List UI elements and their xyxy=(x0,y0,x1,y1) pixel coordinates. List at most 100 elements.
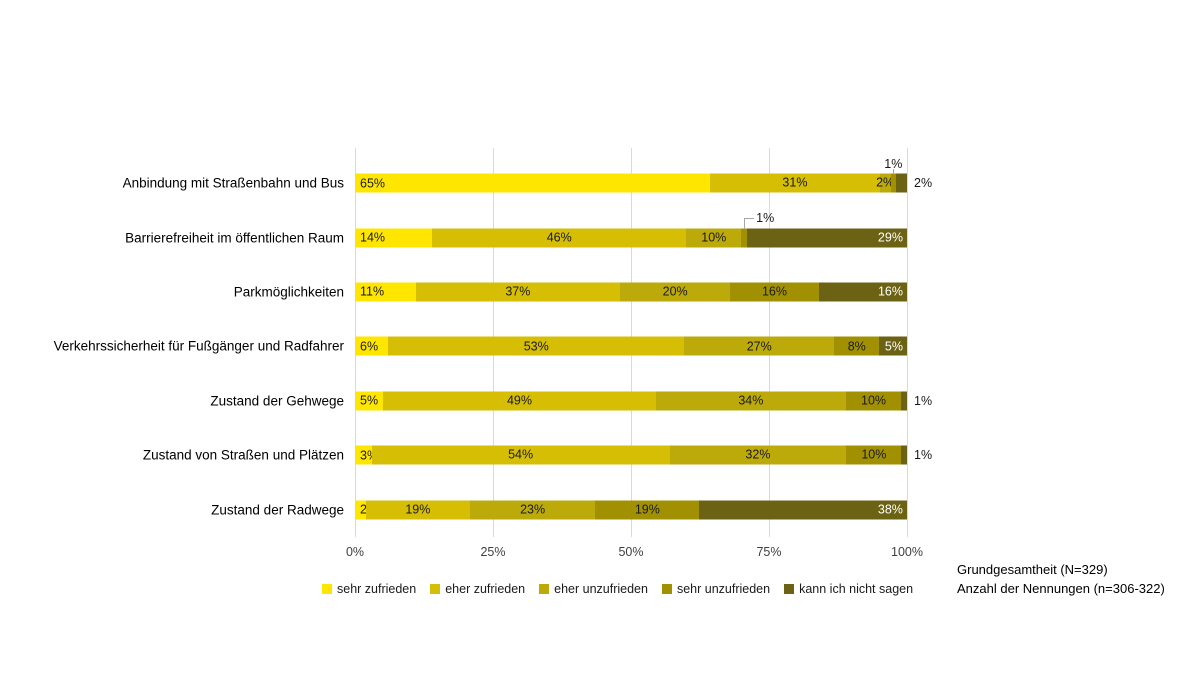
bar-segment: 53% xyxy=(388,336,684,356)
bar-segment: 49% xyxy=(382,391,657,411)
chart-row: Zustand von Straßen und Plätzen 3% 54% 32% 1… xyxy=(143,428,932,482)
callout-line xyxy=(744,218,755,230)
bar-segment: 8% xyxy=(834,336,880,356)
bar-segment: 16% xyxy=(818,282,907,302)
bar-segment: 5% xyxy=(879,336,907,356)
value-label: 16% xyxy=(761,284,788,299)
value-label: 23% xyxy=(520,502,546,517)
bar-segment: 38% xyxy=(699,500,907,520)
bar-segment: 2% xyxy=(355,500,378,520)
stacked-bar: 6% 53% 27% 8% 5% xyxy=(355,336,907,356)
stacked-bar: 14% 46% 10% 29% xyxy=(355,228,907,248)
bar-segment xyxy=(901,391,907,411)
plot-area: Anbindung mit Straßenbahn und Bus 65% 31% 2… xyxy=(54,148,932,537)
legend-label: sehr unzufrieden xyxy=(676,582,771,596)
stacked-bar: 2% 19% 23% 19% 38% xyxy=(355,500,907,520)
bar-segment: 34% xyxy=(656,391,846,411)
value-label: 27% xyxy=(746,339,772,354)
value-label: 5% xyxy=(884,339,903,354)
stacked-bar: 5% 49% 34% 10% xyxy=(355,391,907,411)
bar-segment xyxy=(896,173,907,193)
bar-segment xyxy=(890,173,897,193)
bar-rows: Anbindung mit Straßenbahn und Bus 65% 31% 2… xyxy=(54,156,932,537)
stacked-bar: 3% 54% 32% 10% xyxy=(355,445,907,465)
bar-segment: 11% xyxy=(355,282,416,302)
value-label: 20% xyxy=(662,284,688,299)
legend-swatch xyxy=(539,584,550,594)
bar-segment: 10% xyxy=(686,228,742,248)
footnote-line-1: Grundgesamtheit (N=329) xyxy=(957,562,1108,577)
value-label: 10% xyxy=(861,393,887,408)
legend-swatch xyxy=(322,584,332,594)
legend-swatch xyxy=(784,584,795,594)
axis-tick-label: 50% xyxy=(618,545,644,559)
chart-row: Zustand der Gehwege 5% 49% 34% 10% 1% xyxy=(210,374,932,428)
bar-segment: 19% xyxy=(595,500,700,520)
axis-tick-label: 25% xyxy=(480,545,506,559)
category-label: Zustand der Radwege xyxy=(211,502,344,518)
value-label: 8% xyxy=(847,339,866,354)
value-label: 49% xyxy=(506,393,532,408)
bar-segment: 37% xyxy=(415,282,620,302)
bar-segment: 5% xyxy=(355,391,383,411)
legend-item: kann ich nicht sagen xyxy=(784,582,913,596)
legend-label: kann ich nicht sagen xyxy=(799,582,914,596)
stacked-bar: 11% 37% 20% 16% 16% xyxy=(355,282,907,302)
bar-segment: 19% xyxy=(365,500,470,520)
value-label: 34% xyxy=(738,393,764,408)
bar-segment: 14% xyxy=(355,228,433,248)
value-label: 19% xyxy=(634,502,660,517)
bar-segment xyxy=(901,445,907,465)
footnote: Grundgesamtheit (N=329) Anzahl der Nennu… xyxy=(957,561,1165,598)
value-label: 31% xyxy=(782,175,808,190)
value-label-callout: 1% xyxy=(756,211,775,226)
value-label-outside: 1% xyxy=(914,393,933,408)
category-label: Anbindung mit Straßenbahn und Bus xyxy=(122,175,344,191)
legend-item: eher zufrieden xyxy=(430,582,525,596)
value-label: 2% xyxy=(876,175,895,190)
category-label: Zustand von Straßen und Plätzen xyxy=(142,447,344,463)
bar-segment: 23% xyxy=(469,500,596,520)
value-label-above: 1% xyxy=(884,157,903,171)
legend-item: sehr unzufrieden xyxy=(661,582,771,596)
value-label: 37% xyxy=(505,284,531,299)
chart-row: Anbindung mit Straßenbahn und Bus 65% 31% 2… xyxy=(123,156,932,210)
bar-segment: 16% xyxy=(730,282,819,302)
value-label-outside: 2% xyxy=(914,175,933,190)
bar-segment: 65% xyxy=(355,173,711,193)
legend-item: eher unzufrieden xyxy=(539,582,648,596)
category-label: Barrierefreiheit im öffentlichen Raum xyxy=(125,230,344,246)
value-label: 10% xyxy=(701,230,727,245)
value-label: 46% xyxy=(546,230,572,245)
legend-label: eher unzufrieden xyxy=(554,582,648,596)
value-label: 54% xyxy=(508,447,534,462)
x-axis: 0% 25% 50% 75% 100% xyxy=(346,545,923,561)
category-label: Parkmöglichkeiten xyxy=(233,284,344,300)
value-label: 38% xyxy=(877,502,903,517)
value-label: 29% xyxy=(877,230,903,245)
axis-tick-label: 100% xyxy=(891,545,923,559)
chart-row: Zustand der Radwege 2% 19% 23% 19% 38% xyxy=(211,482,907,536)
chart-row: Barrierefreiheit im öffentlichen Raum 14%… xyxy=(125,210,907,264)
axis-tick-label: 75% xyxy=(756,545,782,559)
value-label: 14% xyxy=(360,230,386,245)
legend-swatch xyxy=(661,584,672,594)
bar-segment: 10% xyxy=(846,445,902,465)
value-label: 16% xyxy=(877,284,903,299)
bar-segment: 31% xyxy=(710,173,880,193)
value-label: 5% xyxy=(360,393,379,408)
value-label: 6% xyxy=(360,339,379,354)
value-label: 65% xyxy=(360,175,386,190)
category-label: Zustand der Gehwege xyxy=(210,393,344,409)
bar-segment: 27% xyxy=(683,336,835,356)
legend-label: eher zufrieden xyxy=(445,582,526,596)
legend-swatch xyxy=(430,584,441,594)
bar-segment: 3% xyxy=(355,445,378,465)
footnote-line-2: Anzahl der Nennungen (n=306-322) xyxy=(957,580,1165,596)
bar-segment: 10% xyxy=(845,391,902,411)
legend-label: sehr zufrieden xyxy=(337,582,417,596)
gridline xyxy=(906,148,908,537)
callout-line xyxy=(893,169,895,174)
bar-segment: 46% xyxy=(432,228,687,248)
